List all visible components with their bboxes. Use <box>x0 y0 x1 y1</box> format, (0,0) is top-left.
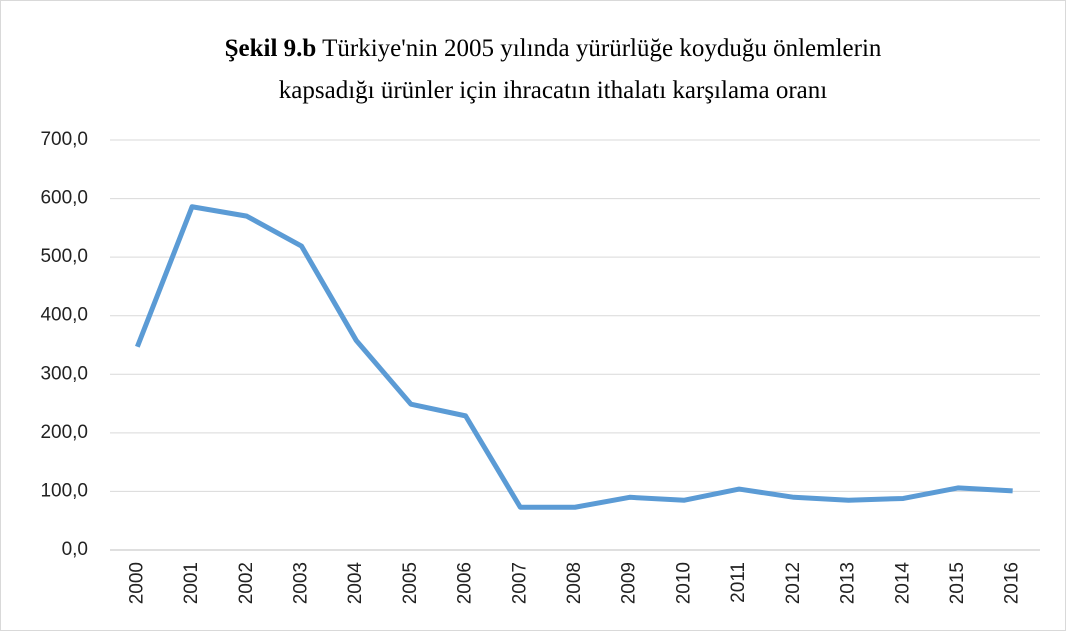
y-tick-label: 400,0 <box>40 305 88 326</box>
x-tick-label: 2009 <box>619 562 640 604</box>
chart-title-text: Türkiye'nin 2005 yılında yürürlüğe koydu… <box>322 35 882 62</box>
x-tick-label: 2000 <box>126 562 147 604</box>
x-tick-label: 2002 <box>236 562 257 604</box>
y-tick-label: 500,0 <box>40 246 88 267</box>
line <box>135 204 1013 510</box>
x-tick-label: 2008 <box>564 562 585 604</box>
y-tick-label: 600,0 <box>40 188 88 209</box>
y-tick-label: 200,0 <box>40 422 88 443</box>
y-tick-label: 700,0 <box>40 129 88 150</box>
x-tick-label: 2007 <box>509 562 530 604</box>
x-tick-label: 2014 <box>892 562 913 605</box>
x-tick-label: 2011 <box>728 562 749 603</box>
chart-title: Şekil 9.b Türkiye'nin 2005 yılında yürür… <box>225 35 882 104</box>
x-tick-label: 2005 <box>400 562 421 604</box>
y-tick-label: 0,0 <box>62 539 88 560</box>
y-tick-label: 300,0 <box>40 363 88 384</box>
y-tick-label: 100,0 <box>40 480 88 501</box>
x-tick-label: 2010 <box>673 562 694 604</box>
x-tick-label: 2016 <box>1002 562 1023 604</box>
x-tick-label: 2001 <box>181 562 202 604</box>
x-tick-label: 2006 <box>455 562 476 604</box>
x-tick-label: 2013 <box>838 562 859 604</box>
x-tick-label: 2004 <box>345 562 366 605</box>
x-tick-label: 2012 <box>783 562 804 604</box>
x-tick-label: 2003 <box>290 562 311 604</box>
x-tick-label: 2015 <box>947 562 968 604</box>
title-label: Şekil 9.b <box>225 35 317 62</box>
